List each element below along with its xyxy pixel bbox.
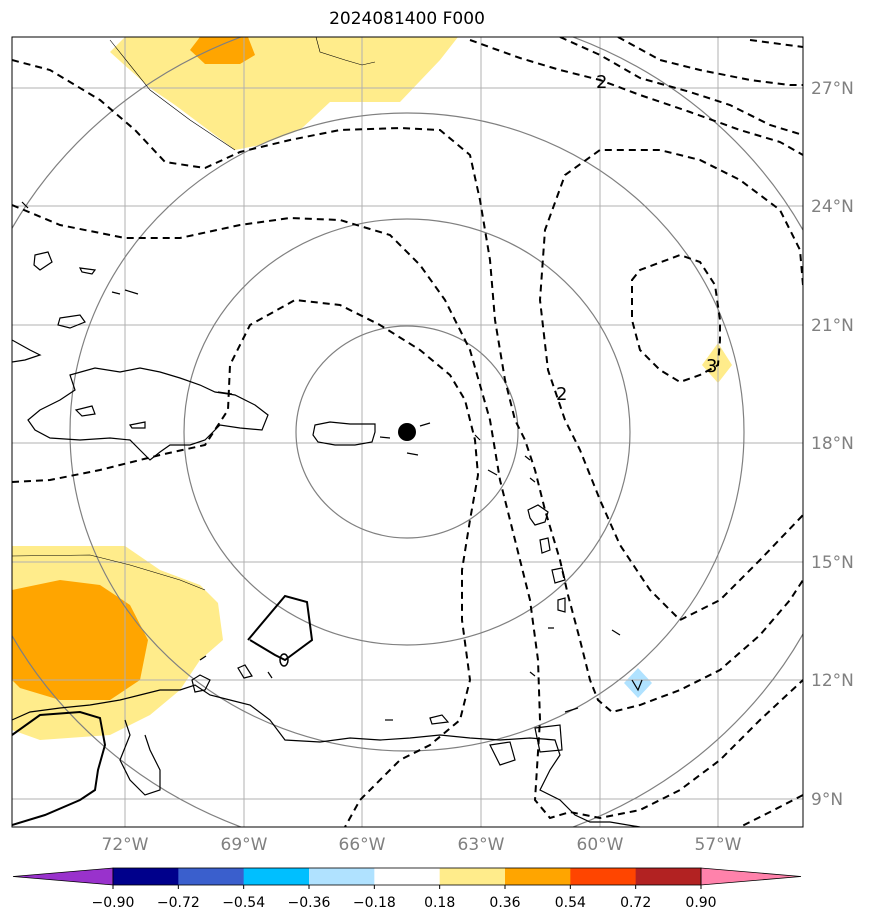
colorbar-tick-label: 0.72 (620, 895, 651, 911)
colorbar-tick-label: 0.18 (424, 895, 455, 911)
colorbar-segment (178, 868, 245, 885)
colorbar-tick-label: −0.90 (92, 895, 135, 911)
colorbar-segment (309, 868, 375, 885)
lon-label-72W: 72°W (102, 835, 149, 855)
contour-label-3: 3 (706, 356, 717, 377)
colorbar-tick-label: −0.36 (288, 895, 331, 911)
shaded-spot-southeast (624, 668, 652, 698)
colorbar-tick-label: −0.72 (157, 895, 200, 911)
range-rings (12, 37, 803, 827)
map-title: 2024081400 F000 (329, 9, 485, 29)
shaded-field-north (110, 37, 458, 150)
lon-label-63W: 63°W (458, 835, 505, 855)
colorbar-tick-label: 0.90 (685, 895, 716, 911)
lat-label-9N: 9°N (811, 790, 843, 810)
colorbar-segment (113, 868, 179, 885)
lat-label-27N: 27°N (811, 79, 854, 99)
colorbar-tick-label: 0.36 (489, 895, 520, 911)
plot-frame (11, 36, 804, 828)
colorbar: −0.90 −0.72 −0.54 −0.36 −0.18 0.18 0.36 0.54 0.7… (12, 867, 802, 911)
colorbar-segment (505, 868, 571, 885)
colorbar-extend-low (12, 867, 114, 886)
colorbar-segment (374, 868, 441, 885)
storm-center-dot (398, 423, 416, 441)
lon-label-60W: 60°W (577, 835, 624, 855)
contour-label-2-east: 2 (556, 384, 567, 405)
colorbar-tick-label: −0.54 (222, 895, 265, 911)
dashed-contours (12, 37, 803, 827)
lat-label-18N: 18°N (811, 434, 854, 454)
thick-boundaries (12, 594, 314, 826)
longitude-labels: 72°W 69°W 66°W 63°W 60°W 57°W (102, 835, 742, 855)
colorbar-segment (570, 868, 637, 885)
lon-label-69W: 69°W (221, 835, 268, 855)
colorbar-tick-label: 0.54 (555, 895, 586, 911)
lat-label-21N: 21°N (811, 316, 854, 336)
lon-label-66W: 66°W (339, 835, 386, 855)
colorbar-extend-high (700, 867, 802, 886)
lat-label-15N: 15°N (811, 553, 854, 573)
small-contour-ring (279, 653, 289, 667)
colorbar-segment (243, 868, 310, 885)
lat-label-24N: 24°N (811, 197, 854, 217)
coastlines (12, 37, 643, 827)
shaded-spot-east (702, 343, 732, 383)
lon-label-57W: 57°W (695, 835, 742, 855)
colorbar-segment (635, 868, 702, 885)
colorbar-frame (112, 867, 702, 886)
shaded-field-southwest (12, 546, 223, 740)
lat-label-12N: 12°N (811, 671, 854, 691)
contour-label-2-north: 2 (596, 72, 607, 93)
latitude-labels: 27°N 24°N 21°N 18°N 15°N 12°N 9°N (811, 79, 854, 810)
colorbar-tick-label: −0.18 (353, 895, 396, 911)
colorbar-segment (439, 868, 506, 885)
